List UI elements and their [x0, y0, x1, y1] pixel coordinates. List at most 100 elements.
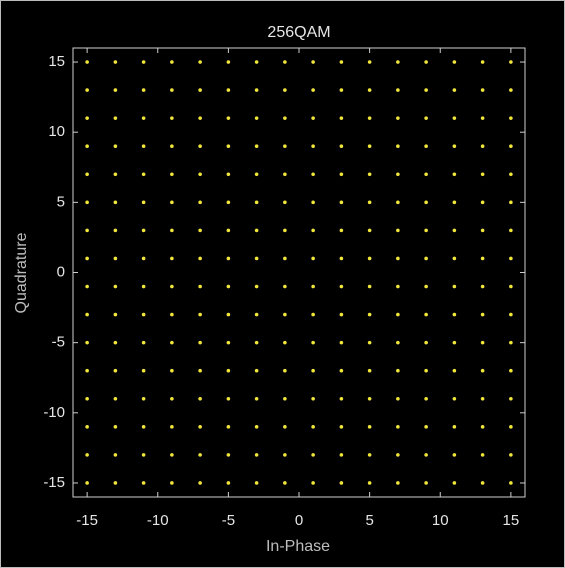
point [85, 172, 89, 177]
point [113, 60, 118, 64]
y-tick-label: -15 [43, 474, 65, 491]
point [480, 88, 485, 92]
point [254, 453, 259, 457]
point [480, 340, 485, 345]
point [113, 200, 118, 205]
point [170, 256, 174, 261]
point [85, 396, 89, 401]
x-tick-label: 15 [503, 512, 520, 529]
point [198, 425, 202, 429]
point [141, 144, 146, 149]
point [396, 116, 400, 120]
point [452, 368, 457, 373]
point [509, 284, 513, 289]
point [311, 340, 315, 345]
point [452, 256, 457, 261]
y-axis-label: Quadrature [13, 232, 30, 313]
point [339, 256, 344, 261]
point [396, 284, 400, 289]
point [509, 481, 513, 485]
point [283, 425, 287, 429]
point [339, 60, 344, 64]
point [113, 284, 118, 289]
point [85, 368, 89, 373]
point [113, 228, 118, 233]
point [339, 88, 344, 92]
point [85, 116, 89, 120]
point [141, 60, 146, 64]
y-tick-label: -5 [52, 334, 65, 351]
point [254, 88, 259, 92]
point [283, 88, 287, 92]
point [509, 396, 513, 401]
y-tick-label: 10 [48, 123, 65, 140]
point [198, 396, 202, 401]
point [311, 200, 315, 205]
point [396, 340, 400, 345]
point [170, 481, 174, 485]
point [396, 425, 400, 429]
point [339, 425, 344, 429]
point [509, 144, 513, 149]
point [170, 60, 174, 64]
point [311, 60, 315, 64]
point [396, 453, 400, 457]
point [367, 481, 372, 485]
point [141, 200, 146, 205]
point [226, 256, 231, 261]
point [226, 396, 231, 401]
point [367, 284, 372, 289]
point [424, 116, 428, 120]
x-tick-label: 10 [432, 512, 449, 529]
y-tick-label: 15 [48, 53, 65, 70]
point [85, 200, 89, 205]
point [283, 116, 287, 120]
point [452, 481, 457, 485]
point [367, 200, 372, 205]
point [452, 312, 457, 317]
point [141, 284, 146, 289]
point [283, 453, 287, 457]
point [254, 144, 259, 149]
point [283, 256, 287, 261]
point [509, 368, 513, 373]
point [339, 340, 344, 345]
point [141, 228, 146, 233]
point [367, 116, 372, 120]
point [254, 340, 259, 345]
point [85, 284, 89, 289]
point [198, 116, 202, 120]
point [480, 396, 485, 401]
point [367, 425, 372, 429]
point [396, 60, 400, 64]
point [226, 60, 231, 64]
point [424, 453, 428, 457]
point [424, 312, 428, 317]
point [198, 172, 202, 177]
point [170, 312, 174, 317]
point [170, 340, 174, 345]
point [226, 312, 231, 317]
point [254, 256, 259, 261]
point [226, 116, 231, 120]
point [170, 425, 174, 429]
point [113, 88, 118, 92]
point [339, 200, 344, 205]
point [452, 340, 457, 345]
point [141, 481, 146, 485]
point [141, 425, 146, 429]
point [509, 200, 513, 205]
point [311, 116, 315, 120]
point [509, 256, 513, 261]
point [480, 312, 485, 317]
point [85, 425, 89, 429]
y-tick-label: 0 [57, 263, 65, 280]
point [480, 256, 485, 261]
point [113, 368, 118, 373]
y-tick-label: 5 [57, 193, 65, 210]
point [509, 60, 513, 64]
point [85, 340, 89, 345]
point [367, 396, 372, 401]
point [452, 425, 457, 429]
